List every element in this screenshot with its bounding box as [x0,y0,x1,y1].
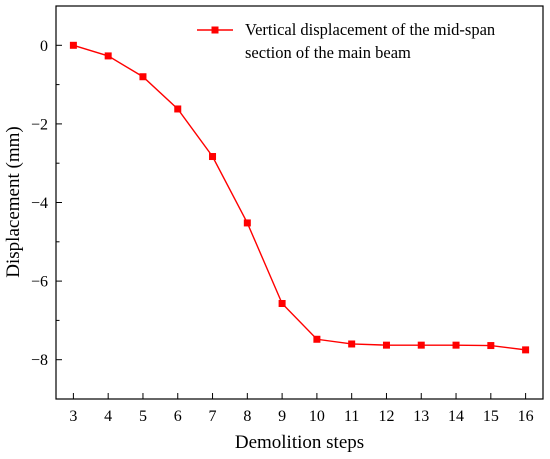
data-point [278,300,286,308]
x-tick-label: 7 [209,408,217,425]
series-layer [69,41,530,354]
x-tick-label: 13 [413,408,429,425]
y-tick-label: −8 [31,352,48,369]
y-axis: 0 −2 −4 −6 −8 [31,5,62,400]
x-tick-label: 15 [483,408,499,425]
x-tick-label: 3 [69,408,77,425]
data-point [139,73,147,81]
data-point [313,335,321,343]
y-tick-label: −6 [31,274,48,291]
data-point [522,346,530,354]
x-tick-label: 14 [448,408,464,425]
legend-label-line-1: Vertical displacement of the mid-span [245,20,495,39]
x-tick-label: 6 [174,408,182,425]
y-tick-label: −2 [31,116,48,133]
data-point [243,219,251,227]
data-point [417,341,425,349]
x-tick-label: 11 [344,408,359,425]
x-tick-label: 10 [309,408,325,425]
x-tick-label: 5 [139,408,147,425]
x-tick-label: 8 [243,408,251,425]
plot-frame [55,5,544,400]
x-tick-label: 12 [378,408,394,425]
y-tick-label: 0 [40,38,48,55]
y-tick-label: −4 [31,195,48,212]
data-point [348,340,356,348]
legend-label-line-2: section of the main beam [245,43,411,62]
legend: Vertical displacement of the mid-span se… [197,20,495,62]
x-tick-label: 16 [518,408,534,425]
y-axis-title: Displacement (mm) [3,126,24,277]
x-axis-title: Demolition steps [235,432,364,453]
data-point [69,41,77,49]
x-tick-label: 4 [104,408,112,425]
data-point [382,341,390,349]
data-point [487,342,495,350]
data-point [209,153,217,161]
data-point [452,341,460,349]
series-line [73,44,526,351]
x-tick-label: 9 [278,408,286,425]
legend-marker-sample [211,26,219,34]
x-axis: 3 4 5 6 7 8 9 10 11 12 13 14 15 16 [69,393,534,425]
data-point [104,52,112,60]
data-point [174,105,182,113]
